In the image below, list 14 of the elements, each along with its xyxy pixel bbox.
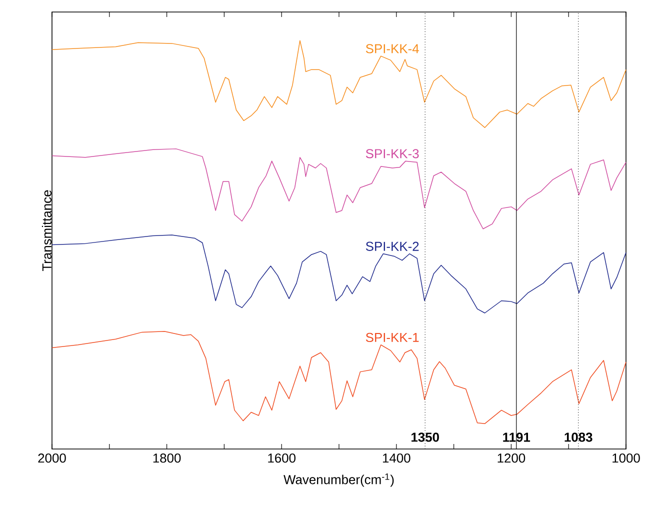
ref-line-label: 1083 (564, 432, 592, 442)
series-label: SPI-KK-2 (366, 242, 419, 251)
series-label: SPI-KK-4 (366, 44, 419, 54)
x-tick-label: 1200 (498, 454, 526, 463)
x-tick-label: 1000 (612, 454, 640, 463)
ref-line-label: 1350 (412, 432, 439, 442)
x-tick-label: 1800 (153, 454, 181, 463)
x-tick-label: 1600 (268, 454, 296, 463)
series-label: SPI-KK-1 (366, 332, 419, 342)
x-tick-label: 2000 (38, 454, 66, 463)
series-label: SPI-KK-3 (366, 149, 419, 158)
x-tick-label: 1400 (382, 454, 410, 463)
x-axis-title: Wavenumber(cm$^{-1}$) (284, 474, 394, 487)
y-axis-title: Transmittance (42, 190, 52, 271)
